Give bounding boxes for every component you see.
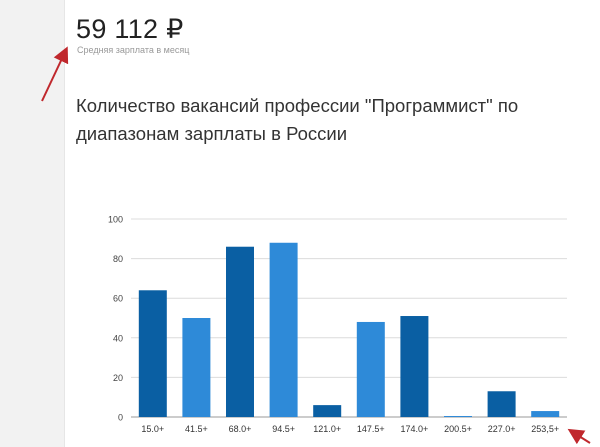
bar [313, 405, 342, 417]
bar [138, 290, 167, 417]
x-tick-label: 147.5+ [357, 424, 385, 434]
y-tick-label: 60 [113, 294, 123, 304]
bar [531, 411, 560, 417]
y-tick-label: 0 [118, 413, 123, 423]
x-tick-label: 68.0+ [229, 424, 252, 434]
average-salary-caption: Средняя зарплата в месяц [77, 45, 190, 55]
y-tick-label: 80 [113, 254, 123, 264]
bar [400, 316, 429, 417]
x-tick-label: 121.0+ [313, 424, 341, 434]
x-tick-label: 41.5+ [185, 424, 208, 434]
bar [226, 246, 254, 417]
bar [444, 416, 472, 417]
bar [269, 242, 298, 417]
x-tick-label: 94.5+ [272, 424, 295, 434]
y-tick-label: 40 [113, 333, 123, 343]
bar [356, 321, 385, 417]
average-salary-value: 59 112 ₽ [76, 14, 184, 44]
x-tick-label: 200.5+ [444, 424, 472, 434]
x-tick-label: 227.0+ [488, 424, 516, 434]
bar [182, 318, 211, 417]
x-tick-label: 253,5+ [531, 424, 559, 434]
x-tick-label: 174.0+ [401, 424, 429, 434]
y-tick-label: 100 [108, 215, 123, 225]
x-tick-label: 15.0+ [141, 424, 164, 434]
bar [487, 391, 516, 417]
y-tick-label: 20 [113, 373, 123, 383]
chart-title: Количество вакансий профессии "Программи… [76, 95, 519, 144]
